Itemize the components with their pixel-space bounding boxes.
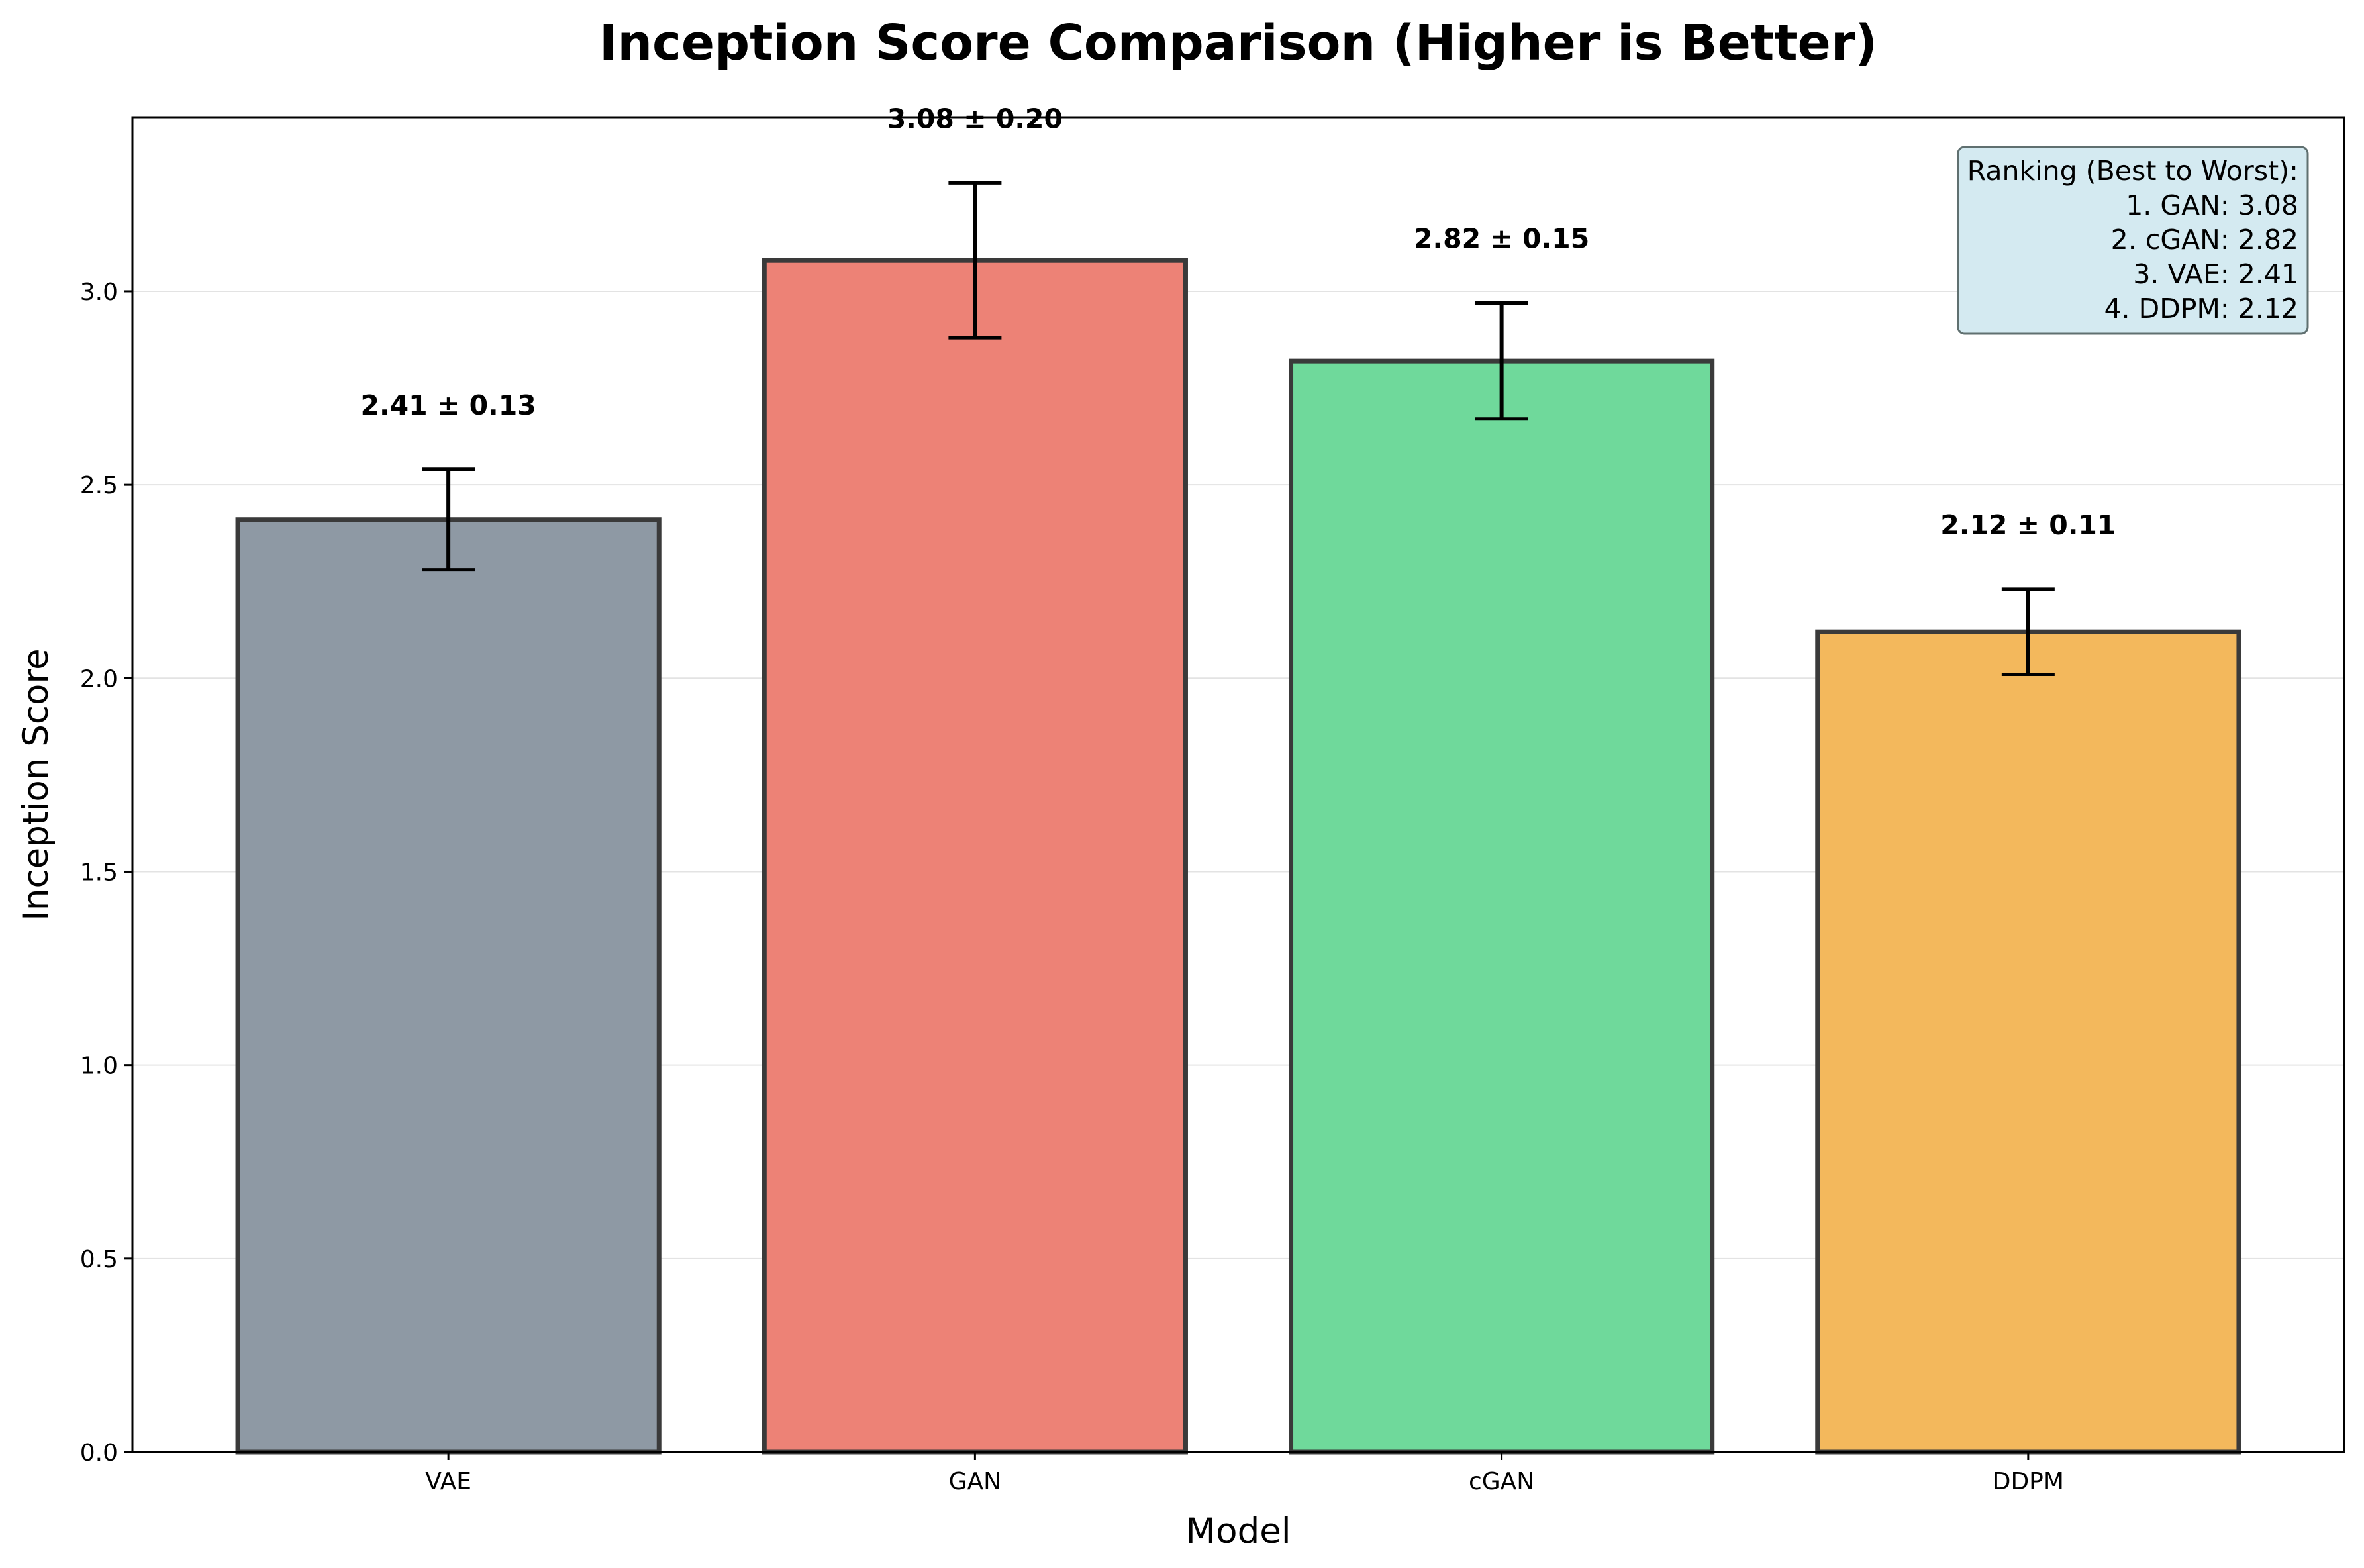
x-axis-ticks: VAE GAN cGAN DDPM [425,1452,2064,1495]
data-label-cgan: 2.82 ± 0.15 [1414,222,1589,254]
data-labels: 2.41 ± 0.13 3.08 ± 0.20 2.82 ± 0.15 2.12 ± … [361,103,2116,541]
bar-vae [235,517,662,1455]
bar-cgan [1289,358,1715,1455]
data-label-ddpm: 2.12 ± 0.11 [1940,509,2116,541]
ranking-entry: 4. DDPM: 2.12 [2104,293,2298,324]
ranking-title: Ranking (Best to Worst): [1967,155,2298,187]
y-axis-ticks: 0.0 0.5 1.0 1.5 2.0 2.5 3.0 [80,279,132,1467]
y-tick-label: 2.5 [80,472,118,499]
ranking-entry: 2. cGAN: 2.82 [2111,224,2298,256]
y-tick-label: 1.5 [80,859,118,886]
y-tick-label: 3.0 [80,279,118,306]
plot-frame [131,116,2345,1453]
bar-ddpm [1815,629,2241,1455]
x-tick-label: DDPM [1993,1468,2064,1495]
ranking-box: Ranking (Best to Worst):1. GAN: 3.082. c… [1957,146,2309,335]
chart-title: Inception Score Comparison (Higher is Be… [599,15,1877,72]
ranking-box-background [1957,146,2309,335]
x-tick-label: GAN [949,1468,1001,1495]
error-bars [422,181,2055,676]
data-label-vae: 2.41 ± 0.13 [361,389,536,421]
x-axis-label: Model [1185,1511,1291,1551]
bar-gan [762,258,1188,1455]
data-label-gan: 3.08 ± 0.20 [887,103,1063,134]
x-tick-label: cGAN [1469,1468,1534,1495]
x-tick-label: VAE [425,1468,471,1495]
ranking-entry: 3. VAE: 2.41 [2133,258,2298,290]
y-axis-label: Inception Score [16,648,56,920]
y-tick-label: 2.0 [80,665,118,693]
ranking-entry: 1. GAN: 3.08 [2126,189,2298,221]
y-tick-label: 0.5 [80,1246,118,1273]
y-tick-label: 0.0 [80,1440,118,1467]
y-tick-label: 1.0 [80,1053,118,1080]
